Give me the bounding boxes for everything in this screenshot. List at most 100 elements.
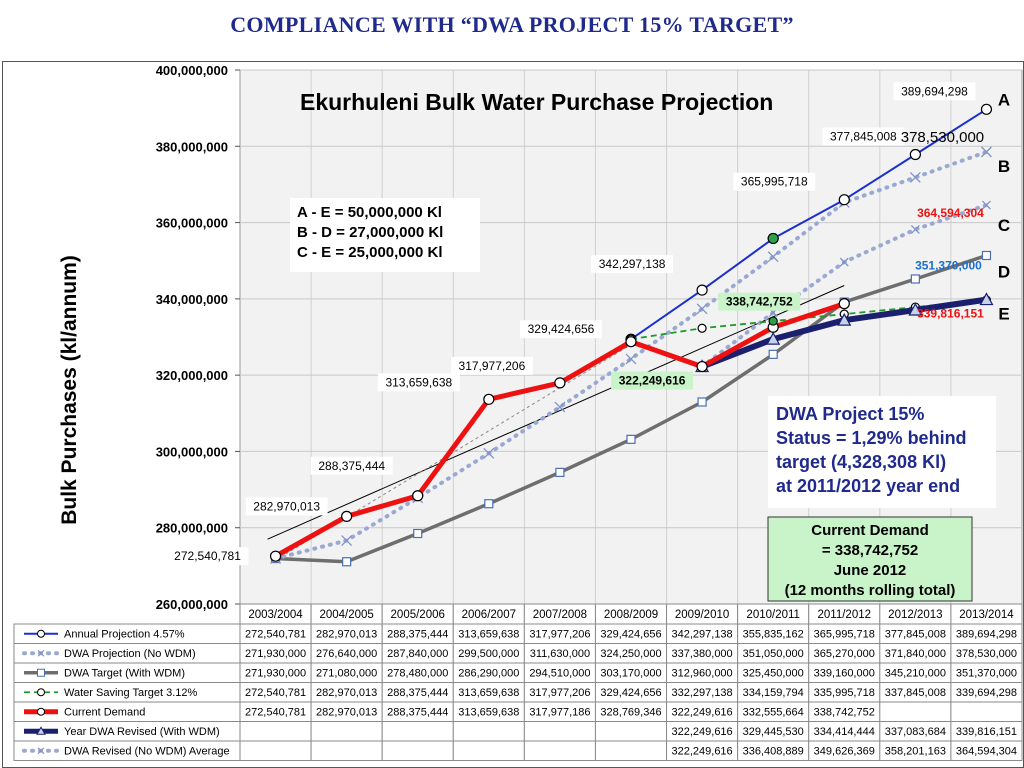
point-label-box bbox=[893, 82, 976, 101]
table-cell bbox=[452, 721, 525, 742]
table-cell-text: 271,930,000 bbox=[245, 668, 306, 680]
table-cell-text: 299,500,000 bbox=[458, 648, 519, 660]
table-cell-text: 322,249,616 bbox=[672, 726, 733, 738]
data-point bbox=[625, 336, 637, 348]
data-point bbox=[696, 284, 708, 296]
data-point bbox=[908, 302, 923, 316]
point-label: 282,970,013 bbox=[245, 497, 328, 516]
point-label-text: 329,424,656 bbox=[528, 322, 595, 336]
table-cell bbox=[950, 740, 1023, 761]
table-cell-text: 282,970,013 bbox=[316, 707, 377, 719]
data-point bbox=[980, 146, 992, 158]
table-cell-text: 324,250,000 bbox=[600, 648, 661, 660]
table-cell-text: 278,480,000 bbox=[387, 668, 448, 680]
table-cell-text: 337,845,008 bbox=[885, 687, 946, 699]
table-cell-text: 336,408,889 bbox=[743, 746, 804, 758]
table-cell-text: 313,659,638 bbox=[458, 707, 519, 719]
point-label: 339,816,151 bbox=[917, 307, 984, 321]
current-demand-line: (12 months rolling total) bbox=[785, 582, 956, 599]
table-cell-text: 334,159,794 bbox=[743, 687, 804, 699]
point-label-box bbox=[733, 172, 816, 191]
data-point bbox=[766, 331, 781, 345]
table-cell-text: 335,995,718 bbox=[814, 687, 875, 699]
table-cell bbox=[879, 701, 952, 722]
table-cell-text: 313,659,638 bbox=[458, 687, 519, 699]
table-cell-text: 351,370,000 bbox=[956, 668, 1017, 680]
legend-key-marker bbox=[36, 726, 46, 735]
y-tick-label: 280,000,000 bbox=[156, 521, 228, 536]
legend-label: DWA Revised (No WDM) Average bbox=[64, 746, 230, 758]
y-tick-label: 340,000,000 bbox=[156, 292, 228, 307]
data-point bbox=[341, 535, 353, 546]
legend-key-marker bbox=[37, 668, 45, 677]
table-cell bbox=[310, 740, 383, 761]
data-point bbox=[910, 224, 920, 234]
legend-label: Current Demand bbox=[64, 707, 145, 719]
point-label-box bbox=[591, 255, 674, 274]
table-cell-text: 329,424,656 bbox=[600, 687, 661, 699]
y-axis-label: Bulk Purchases (kl/annum) bbox=[58, 255, 81, 525]
chart-title: Ekurhuleni Bulk Water Purchase Projectio… bbox=[300, 89, 773, 115]
table-header-text: 2013/2014 bbox=[959, 609, 1014, 621]
slide-title: COMPLIANCE WITH “DWA PROJECT 15% TARGET” bbox=[230, 12, 794, 37]
point-label: 365,995,718 bbox=[733, 172, 816, 191]
data-point bbox=[837, 312, 852, 326]
point-label: 317,977,206 bbox=[450, 356, 533, 375]
table-cell-text: 272,540,781 bbox=[245, 707, 306, 719]
table-cell bbox=[239, 740, 312, 761]
data-point bbox=[342, 557, 352, 567]
data-point bbox=[696, 360, 708, 373]
legend-label: Water Saving Target 3.12% bbox=[64, 687, 198, 699]
legend-key-marker bbox=[37, 747, 45, 755]
point-label-text: 389,694,298 bbox=[901, 84, 968, 98]
y-tick-label: 380,000,000 bbox=[156, 139, 228, 154]
table-header-text: 2012/2013 bbox=[888, 609, 942, 621]
table-cell-text: 282,970,013 bbox=[316, 629, 377, 641]
legend-label: DWA Target (With WDM) bbox=[64, 668, 185, 680]
table-header-text: 2007/2008 bbox=[533, 609, 587, 621]
legend-key-marker bbox=[37, 688, 45, 697]
data-point bbox=[483, 447, 495, 459]
table-cell-text: 272,540,781 bbox=[245, 687, 306, 699]
table-cell-text: 371,840,000 bbox=[885, 648, 946, 660]
table-cell-text: 337,380,000 bbox=[672, 648, 733, 660]
data-point bbox=[910, 274, 920, 284]
legend-label: DWA Projection (No WDM) bbox=[64, 648, 196, 660]
table-cell-text: 322,249,616 bbox=[672, 707, 733, 719]
data-point bbox=[555, 467, 565, 477]
table-cell bbox=[523, 721, 596, 742]
table-cell bbox=[381, 740, 454, 761]
table-header-text: 2008/2009 bbox=[604, 609, 658, 621]
data-point bbox=[413, 528, 423, 539]
table-cell bbox=[239, 721, 312, 742]
table-header-text: 2004/2005 bbox=[319, 609, 373, 621]
data-point bbox=[980, 103, 993, 115]
point-label: 329,424,656 bbox=[520, 320, 602, 339]
point-label-text: 313,659,638 bbox=[385, 375, 452, 389]
data-point bbox=[839, 257, 849, 267]
current-demand-line: June 2012 bbox=[834, 562, 907, 579]
table-cell-text: 288,375,444 bbox=[387, 687, 448, 699]
table-cell bbox=[523, 740, 596, 761]
table-cell-text: 332,555,664 bbox=[743, 707, 804, 719]
y-tick-label: 320,000,000 bbox=[156, 368, 228, 383]
status-box-bg bbox=[768, 396, 996, 508]
point-label-text: 365,995,718 bbox=[741, 175, 808, 189]
legend-label: Annual Projection 4.57% bbox=[64, 629, 185, 641]
table-cell-text: 329,445,530 bbox=[743, 726, 804, 738]
table-cell-text: 339,694,298 bbox=[956, 687, 1017, 699]
table-cell-text: 358,201,163 bbox=[885, 746, 946, 758]
table-cell-text: 271,080,000 bbox=[316, 668, 377, 680]
table-cell-text: 342,297,138 bbox=[672, 629, 733, 641]
status-line: Status = 1,29% behind bbox=[776, 428, 967, 448]
table-cell-text: 328,769,346 bbox=[600, 707, 661, 719]
point-label: 322,249,616 bbox=[611, 371, 694, 390]
data-point bbox=[909, 171, 921, 183]
status-line: DWA Project 15% bbox=[776, 404, 924, 424]
data-point bbox=[554, 401, 566, 413]
data-point bbox=[981, 200, 991, 210]
y-tick-label: 400,000,000 bbox=[156, 63, 228, 78]
table-cell-text: 345,210,000 bbox=[885, 668, 946, 680]
table-header-text: 2003/2004 bbox=[248, 609, 303, 621]
